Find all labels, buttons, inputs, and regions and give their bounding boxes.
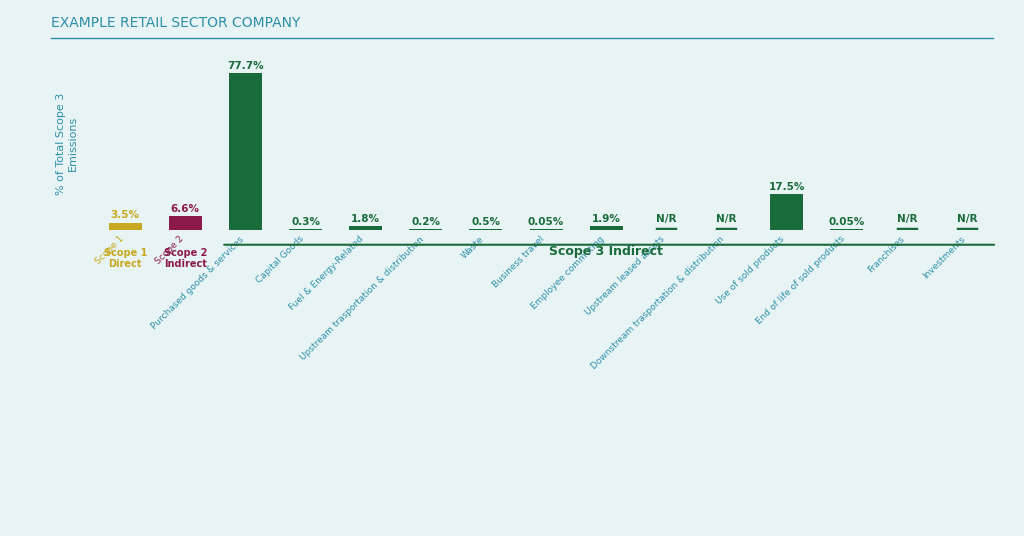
Text: 3.5%: 3.5% (111, 211, 139, 220)
Text: EXAMPLE RETAIL SECTOR COMPANY: EXAMPLE RETAIL SECTOR COMPANY (51, 16, 301, 30)
Bar (770, 194, 803, 229)
Bar (229, 72, 262, 229)
Bar (109, 222, 141, 229)
Bar (349, 226, 382, 229)
Text: 0.2%: 0.2% (412, 217, 440, 227)
Text: N/R: N/R (956, 214, 977, 224)
Text: 0.5%: 0.5% (471, 217, 501, 227)
Text: 0.05%: 0.05% (528, 218, 564, 227)
Text: 17.5%: 17.5% (768, 182, 805, 192)
Bar (169, 216, 202, 229)
Text: 0.3%: 0.3% (291, 217, 321, 227)
Text: N/R: N/R (716, 214, 736, 224)
Text: 1.9%: 1.9% (592, 214, 621, 224)
Text: Scope 3 Indirect: Scope 3 Indirect (549, 245, 664, 258)
Text: N/R: N/R (897, 214, 918, 224)
Bar (590, 226, 623, 229)
Y-axis label: % of Total Scope 3
Emissions: % of Total Scope 3 Emissions (56, 93, 78, 195)
Text: 6.6%: 6.6% (171, 204, 200, 214)
Bar (469, 228, 503, 229)
Text: 1.8%: 1.8% (351, 214, 380, 224)
Text: 77.7%: 77.7% (227, 61, 264, 71)
Text: N/R: N/R (656, 214, 677, 224)
Text: 0.05%: 0.05% (828, 218, 865, 227)
Text: Scope 2
Indirect: Scope 2 Indirect (164, 248, 207, 270)
Text: Scope 1
Direct: Scope 1 Direct (103, 248, 146, 270)
